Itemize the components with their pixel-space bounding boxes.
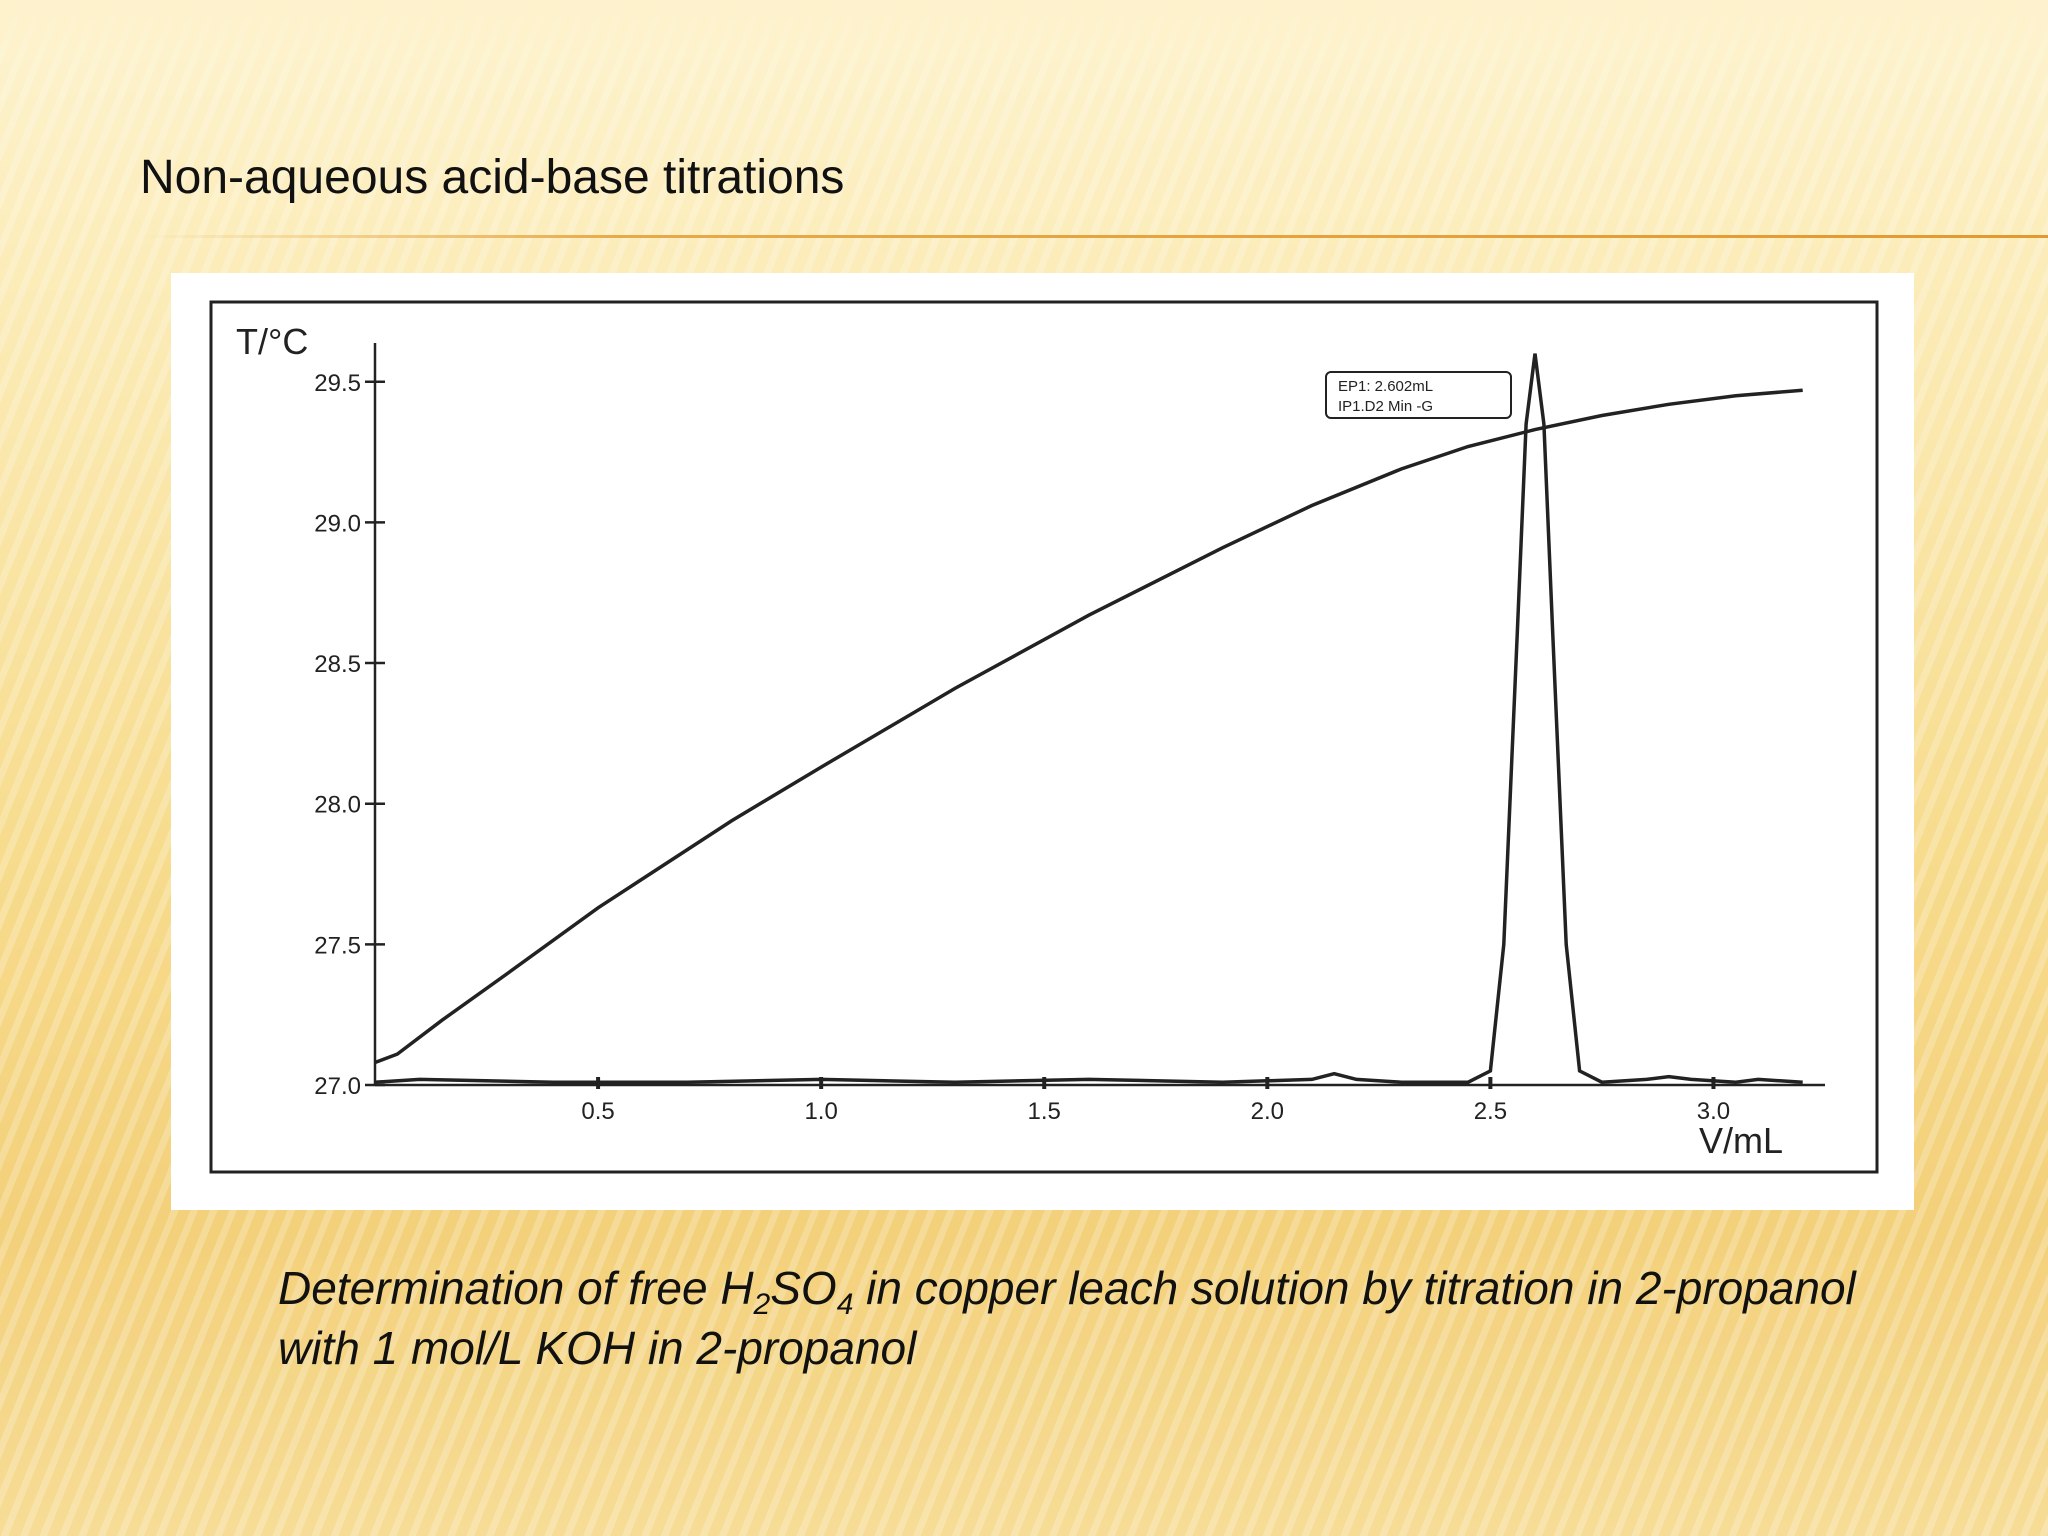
chart-frame [209,300,1879,1174]
annotation-line-1: EP1: 2.602mL [1338,378,1433,395]
title-rule [140,235,2048,238]
x-tick-label: 1.0 [804,1098,837,1125]
y-tick-label: 29.5 [314,370,361,397]
caption-part-1: Determination of free H [278,1262,754,1314]
x-tick-label: 2.0 [1251,1098,1284,1125]
x-axis-label: V/mL [1699,1120,1783,1161]
y-tick-label: 27.0 [314,1073,361,1100]
y-tick-label: 27.5 [314,932,361,959]
caption-subscript-2: 2 [753,1288,771,1322]
figure-caption: Determination of free H2SO4 in copper le… [278,1258,1898,1378]
y-axis-label: T/°C [236,321,308,362]
annotation-line-2: IP1.D2 Min -G [1338,398,1433,415]
x-tick-label: 3.0 [1697,1098,1730,1125]
y-tick-label: 28.5 [314,651,361,678]
caption-part-2: SO [770,1262,837,1314]
annotation-box [1325,371,1512,419]
temperature-curve [374,388,1803,1065]
x-tick-label: 1.5 [1028,1098,1061,1125]
y-tick-label: 28.0 [314,792,361,819]
chart-figure: T/°C V/mL 27.0 27.5 28.0 28.5 29.0 29.5 0.5 1.… [171,273,1914,1210]
caption-part-3: in copper leach solution by titration in… [278,1262,1856,1374]
x-tick-label: 0.5 [581,1098,614,1125]
derivative-curve [374,353,1803,1084]
endpoint-annotation: EP1: 2.602mL IP1.D2 Min -G [1325,371,1512,419]
x-tick-label: 2.5 [1474,1098,1507,1125]
top-band [0,0,2048,90]
caption-subscript-4: 4 [836,1288,854,1322]
slide-title: Non-aqueous acid-base titrations [140,151,845,204]
y-tick-label: 29.0 [314,510,361,537]
titration-chart: T/°C V/mL 27.0 27.5 28.0 28.5 29.0 29.5 0.5 1.… [209,300,1879,1174]
